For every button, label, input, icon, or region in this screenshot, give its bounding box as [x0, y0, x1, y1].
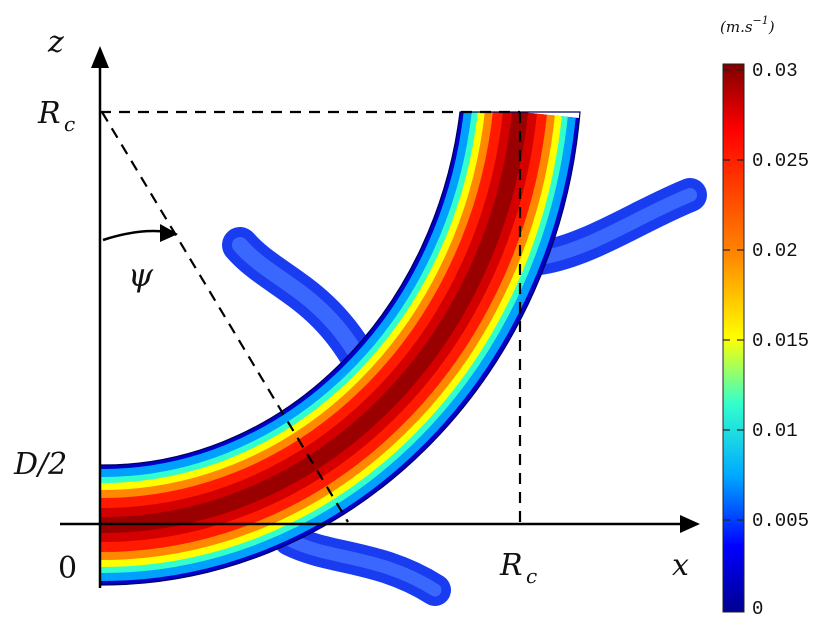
svg-text:c: c	[526, 564, 537, 588]
branch-upper-left-highlight	[232, 237, 368, 368]
main-vessel	[100, 112, 580, 586]
svg-text:R: R	[499, 548, 523, 583]
svg-text:c: c	[64, 112, 75, 136]
colorbar-tick-1: 0.025	[752, 150, 809, 172]
d-half-label: D/2	[13, 447, 67, 482]
colorbar-ticks	[723, 69, 744, 521]
branch-vessels	[222, 178, 707, 606]
colorbar-tick-5: 0.005	[752, 510, 809, 532]
colorbar-tick-6: 0	[752, 598, 763, 618]
x-axis-arrow	[680, 515, 700, 533]
axes	[60, 46, 700, 588]
rc-x-label: R c	[499, 548, 537, 588]
main-vessel-outline	[99, 111, 581, 586]
colorbar-tick-3: 0.015	[752, 330, 809, 352]
colorbar-tick-0: 0.03	[752, 60, 798, 82]
colorbar-unit: (m.s−1)	[720, 14, 775, 36]
z-axis-arrow	[91, 46, 109, 68]
x-axis-label: x	[672, 548, 689, 583]
colorbar-tick-4: 0.01	[752, 420, 798, 442]
angle-arrowhead	[160, 224, 178, 242]
angle-arc	[102, 229, 169, 242]
svg-text:R: R	[37, 96, 61, 131]
construction-lines	[100, 110, 522, 523]
angle-label: ψ	[128, 256, 154, 294]
radius-dash	[101, 111, 349, 523]
origin-label: 0	[58, 551, 77, 586]
branch-right-highlight	[533, 188, 697, 265]
colorbar: (m.s−1) 0.03 0.025 0.02 0.015 0.01 0.005…	[720, 14, 809, 618]
svg-text:(m.s−1): (m.s−1)	[720, 14, 775, 36]
z-axis-label: z	[47, 25, 64, 60]
rc-z-label: R c	[37, 96, 75, 136]
colorbar-gradient	[722, 63, 745, 613]
branch-lower-highlight	[283, 533, 442, 597]
colorbar-tick-2: 0.02	[752, 240, 798, 262]
